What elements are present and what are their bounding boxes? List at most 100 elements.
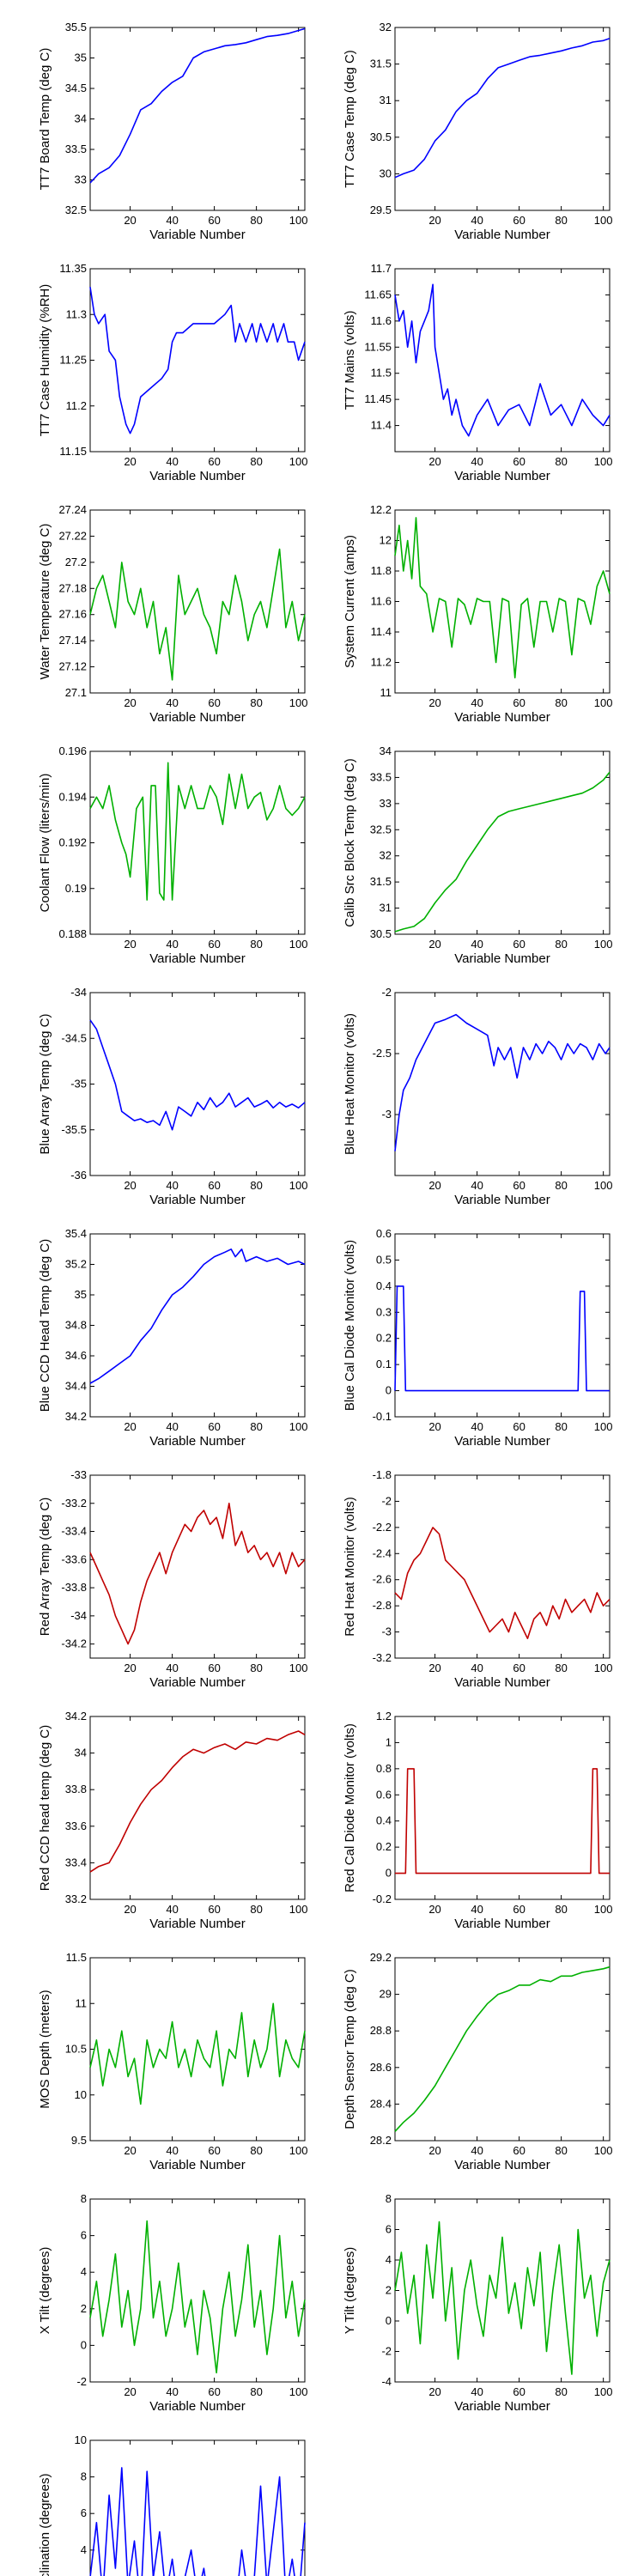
y-tick-label: -2.5 [373, 1047, 392, 1060]
y-tick-label: -33 [70, 1468, 87, 1481]
y-tick-label: 27.18 [58, 581, 87, 594]
y-tick-label: -2 [76, 2375, 87, 2388]
series-line [89, 1019, 306, 1131]
y-tick-label: 0.6 [376, 1227, 392, 1240]
x-axis-label: Variable Number [149, 1917, 245, 1931]
x-tick-label: 100 [594, 1420, 613, 1433]
chart-panel-13: 20 40 60 80 100 -34.2 -34 -33.8 -33.6 -33.4 -33.2 -… [38, 1468, 307, 1690]
x-tick-label: 100 [289, 1420, 308, 1433]
x-tick-label: 80 [250, 1903, 262, 1916]
y-tick-label: 11.45 [364, 392, 392, 405]
chart-panel-18: 20 40 60 80 100 28.2 28.4 28.6 28.8 29 29.2 Variabl… [343, 1951, 612, 2172]
y-tick-label: 0 [81, 2338, 87, 2351]
y-tick-label: 34 [380, 744, 392, 757]
x-tick-label: 40 [471, 696, 483, 709]
plot-frame [89, 1716, 306, 1900]
x-tick-label: 80 [250, 1420, 262, 1433]
y-tick-label: -35 [70, 1078, 87, 1091]
x-axis-label: Variable Number [149, 1193, 245, 1207]
y-tick-label: 28.6 [370, 2061, 392, 2074]
chart-panel-3: 20 40 60 80 100 11.15 11.2 11.25 11.3 11.35 Variab… [38, 262, 307, 483]
x-tick-label: 80 [555, 1420, 567, 1433]
y-tick-label: 30.5 [370, 131, 392, 143]
x-tick-label: 60 [208, 455, 220, 468]
series-line [89, 762, 306, 901]
x-tick-label: 100 [289, 455, 308, 468]
x-axis-label: Variable Number [454, 469, 550, 483]
y-tick-label: 0.19 [65, 882, 87, 895]
y-tick-label: 12 [380, 534, 392, 547]
y-tick-label: 11.3 [66, 307, 87, 320]
plot-frame [394, 1957, 611, 2142]
x-tick-label: 60 [513, 1420, 525, 1433]
y-tick-label: 6 [81, 2506, 87, 2519]
x-axis-label: Variable Number [454, 951, 550, 966]
chart-panel-4: 20 40 60 80 100 11.4 11.45 11.5 11.55 11.6 11.65 11… [343, 262, 612, 483]
series-line [89, 548, 306, 681]
x-tick-label: 20 [428, 1420, 440, 1433]
y-axis-label: Coolant Flow (liters/min) [38, 774, 52, 913]
y-tick-label: 11.2 [66, 399, 87, 412]
x-tick-label: 80 [555, 696, 567, 709]
y-axis-label: Red Cal Diode Monitor (volts) [343, 1723, 357, 1893]
chart-panel-19: 20 40 60 80 100 -2 0 2 4 6 8 Variable Number X Tilt … [38, 2192, 307, 2414]
x-tick-label: 80 [555, 2144, 567, 2157]
chart-panel-5: 20 40 60 80 10027.127.1227.1427.1627.1827.22… [38, 503, 307, 725]
y-tick-label: 4 [81, 2543, 87, 2556]
y-axis-label: Water Temperature (deg C) [38, 524, 52, 680]
y-tick-label: 27.2 [65, 556, 87, 568]
x-tick-label: 60 [208, 1903, 220, 1916]
series-line [89, 1249, 306, 1384]
y-tick-label: -0.2 [373, 1893, 392, 1905]
series-line [89, 287, 306, 434]
plot-frame [89, 509, 306, 694]
y-tick-label: -1.8 [373, 1468, 392, 1481]
plot-frame [89, 2439, 306, 2576]
y-tick-label: 33 [380, 797, 392, 810]
y-tick-label: -33.6 [61, 1552, 87, 1565]
y-axis-label: Blue CCD Head Temp (deg C) [38, 1239, 52, 1412]
x-tick-label: 60 [513, 455, 525, 468]
plot-frame [89, 268, 306, 453]
y-tick-label: 27.24 [58, 503, 87, 516]
x-tick-label: 80 [555, 455, 567, 468]
x-tick-label: 80 [555, 1179, 567, 1192]
y-tick-label: -36 [70, 1169, 87, 1182]
y-tick-label: 0.194 [58, 790, 87, 803]
y-tick-label: 32.5 [65, 204, 87, 216]
x-tick-label: 20 [124, 455, 136, 468]
x-tick-label: 20 [428, 455, 440, 468]
y-tick-label: 35 [75, 1288, 87, 1301]
y-tick-label: 11.55 [364, 340, 392, 353]
x-tick-label: 20 [124, 1420, 136, 1433]
y-tick-label: 11.5 [371, 367, 392, 380]
y-tick-label: 11.2 [371, 656, 392, 669]
y-tick-label: 34 [75, 1747, 87, 1759]
x-tick-label: 40 [166, 696, 178, 709]
x-tick-label: 80 [250, 1179, 262, 1192]
x-tick-label: 80 [555, 1903, 567, 1916]
series-line [394, 1965, 611, 2132]
y-tick-label: 0 [386, 1867, 392, 1880]
x-axis-label: Variable Number [454, 2399, 550, 2414]
series-line [89, 27, 306, 184]
y-tick-label: 8 [81, 2470, 87, 2483]
y-tick-label: 35.4 [65, 1227, 87, 1240]
y-tick-label: 31.5 [370, 58, 392, 70]
y-tick-label: 33.5 [370, 770, 392, 783]
x-tick-label: 40 [166, 1179, 178, 1192]
y-tick-label: -35.5 [61, 1123, 87, 1136]
chart-panel-9: 20 40 60 80 100 -36 -35.5 -35 -34.5 -34 Variable N… [38, 986, 307, 1207]
y-tick-label: 11.5 [66, 1951, 87, 1964]
x-axis-label: Variable Number [149, 469, 245, 483]
y-tick-label: 9.5 [71, 2134, 87, 2147]
y-tick-label: -3.2 [373, 1651, 392, 1664]
chart-panel-20: 20 40 60 80 100 -4 -2 0 2 4 6 8 Variable Number Y Til… [343, 2192, 612, 2414]
x-tick-label: 100 [594, 696, 613, 709]
x-tick-label: 40 [166, 214, 178, 227]
plot-frame [394, 2198, 611, 2383]
x-tick-label: 100 [289, 938, 308, 951]
x-tick-label: 80 [250, 214, 262, 227]
x-tick-label: 40 [166, 2385, 178, 2398]
